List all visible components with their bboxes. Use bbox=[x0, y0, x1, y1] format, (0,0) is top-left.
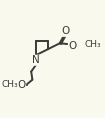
Text: O: O bbox=[17, 80, 26, 90]
Text: CH₃: CH₃ bbox=[1, 80, 18, 89]
Text: O: O bbox=[68, 41, 77, 51]
Text: CH₃: CH₃ bbox=[85, 40, 101, 49]
Text: O: O bbox=[61, 26, 70, 36]
Text: N: N bbox=[32, 55, 40, 65]
